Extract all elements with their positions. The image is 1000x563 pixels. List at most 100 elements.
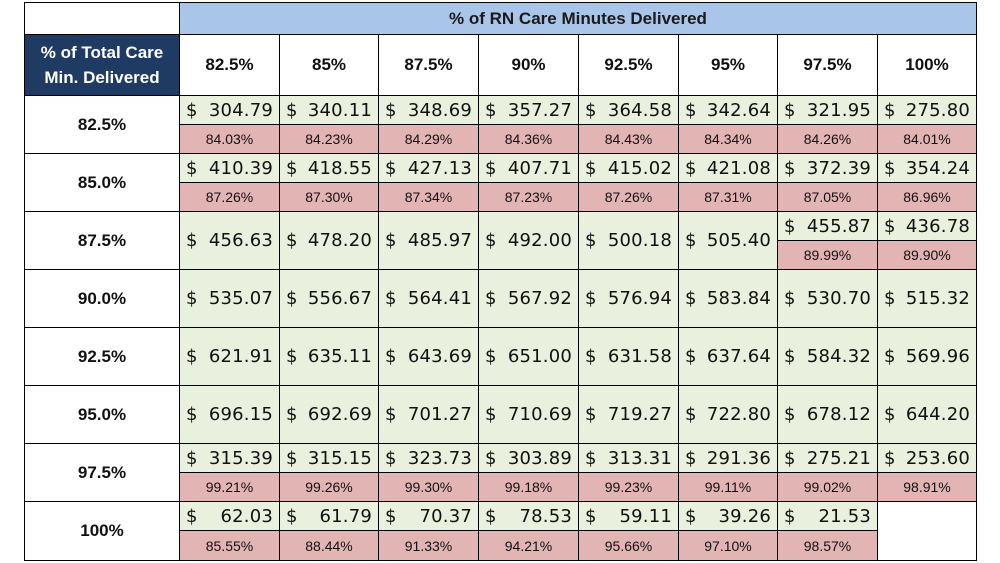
percent-cell: 89.99% (777, 240, 878, 270)
cost-cell: $569.96 (877, 327, 977, 386)
cost-cell: $567.92 (478, 269, 579, 328)
currency-symbol: $ (286, 404, 298, 425)
currency-symbol: $ (685, 505, 697, 527)
cost-cell: $348.69 (378, 95, 479, 125)
cost-value: 421.08 (706, 157, 771, 179)
cost-cell: $321.95 (777, 95, 878, 125)
currency-symbol: $ (385, 288, 397, 309)
currency-symbol: $ (485, 447, 497, 469)
cost-value: 485.97 (407, 230, 472, 251)
currency-symbol: $ (186, 288, 198, 309)
currency-symbol: $ (585, 346, 597, 367)
percent-cell: 84.23% (279, 124, 379, 154)
cost-value: 492.00 (507, 230, 572, 251)
cost-value: 303.89 (507, 447, 572, 469)
cost-value: 583.84 (706, 288, 771, 309)
cost-value: 253.60 (905, 447, 970, 469)
cost-value: 342.64 (706, 99, 771, 121)
currency-symbol: $ (784, 99, 796, 121)
cost-cell: $410.39 (179, 153, 280, 183)
cost-cell: $78.53 (478, 501, 579, 531)
cost-value: 456.63 (208, 230, 273, 251)
cost-cell: $315.15 (279, 443, 379, 473)
currency-symbol: $ (485, 404, 497, 425)
cost-value: 291.36 (706, 447, 771, 469)
cost-cell: $556.67 (279, 269, 379, 328)
percent-cell: 87.34% (378, 182, 479, 212)
currency-symbol: $ (685, 99, 697, 121)
cost-value: 357.27 (507, 99, 572, 121)
cost-value: 348.69 (407, 99, 472, 121)
currency-symbol: $ (186, 230, 198, 251)
cost-cell: $62.03 (179, 501, 280, 531)
currency-symbol: $ (485, 505, 497, 527)
currency-symbol: $ (385, 447, 397, 469)
currency-symbol: $ (585, 447, 597, 469)
currency-symbol: $ (186, 99, 198, 121)
percent-cell: 99.21% (179, 472, 280, 502)
cost-cell: $357.27 (478, 95, 579, 125)
cost-value: 275.80 (905, 99, 970, 121)
cost-cell: $621.91 (179, 327, 280, 386)
column-header: 87.5% (378, 34, 479, 96)
cost-value: 418.55 (307, 157, 372, 179)
currency-symbol: $ (784, 157, 796, 179)
empty-cell (877, 501, 977, 561)
cost-cell: $583.84 (678, 269, 778, 328)
currency-symbol: $ (485, 346, 497, 367)
currency-symbol: $ (286, 99, 298, 121)
cost-value: 621.91 (208, 346, 273, 367)
cost-cell: $515.32 (877, 269, 977, 328)
currency-symbol: $ (186, 346, 198, 367)
cost-value: 410.39 (208, 157, 273, 179)
blank-corner-cell (24, 2, 180, 35)
cost-value: 62.03 (220, 505, 273, 527)
cost-value: 321.95 (806, 99, 871, 121)
cost-cell: $584.32 (777, 327, 878, 386)
currency-symbol: $ (884, 157, 896, 179)
currency-symbol: $ (585, 288, 597, 309)
currency-symbol: $ (585, 157, 597, 179)
cost-cell: $354.24 (877, 153, 977, 183)
currency-symbol: $ (784, 505, 796, 527)
currency-symbol: $ (286, 288, 298, 309)
cost-cell: $455.87 (777, 211, 878, 241)
percent-cell: 84.26% (777, 124, 878, 154)
percent-cell: 87.05% (777, 182, 878, 212)
percent-cell: 99.11% (678, 472, 778, 502)
cost-cell: $304.79 (179, 95, 280, 125)
cost-cell: $421.08 (678, 153, 778, 183)
cost-cell: $275.21 (777, 443, 878, 473)
percent-cell: 84.01% (877, 124, 977, 154)
percent-cell: 99.23% (578, 472, 679, 502)
currency-symbol: $ (884, 447, 896, 469)
column-header: 100% (877, 34, 977, 96)
currency-symbol: $ (685, 447, 697, 469)
currency-symbol: $ (685, 404, 697, 425)
percent-cell: 97.10% (678, 530, 778, 561)
currency-symbol: $ (685, 157, 697, 179)
cost-cell: $340.11 (279, 95, 379, 125)
cost-cell: $313.31 (578, 443, 679, 473)
cost-cell: $39.26 (678, 501, 778, 531)
percent-cell: 88.44% (279, 530, 379, 561)
currency-symbol: $ (784, 215, 796, 237)
cost-cell: $315.39 (179, 443, 280, 473)
cost-cell: $323.73 (378, 443, 479, 473)
cost-value: 78.53 (519, 505, 572, 527)
cost-cell: $492.00 (478, 211, 579, 270)
currency-symbol: $ (385, 346, 397, 367)
cost-cell: $61.79 (279, 501, 379, 531)
cost-cell: $70.37 (378, 501, 479, 531)
currency-symbol: $ (286, 346, 298, 367)
cost-value: 315.39 (208, 447, 273, 469)
cost-cell: $576.94 (578, 269, 679, 328)
cost-cell: $275.80 (877, 95, 977, 125)
cost-value: 701.27 (407, 404, 472, 425)
cost-value: 500.18 (607, 230, 672, 251)
cost-value: 415.02 (607, 157, 672, 179)
percent-cell: 99.02% (777, 472, 878, 502)
cost-cell: $291.36 (678, 443, 778, 473)
currency-symbol: $ (685, 288, 697, 309)
cost-cell: $678.12 (777, 385, 878, 444)
